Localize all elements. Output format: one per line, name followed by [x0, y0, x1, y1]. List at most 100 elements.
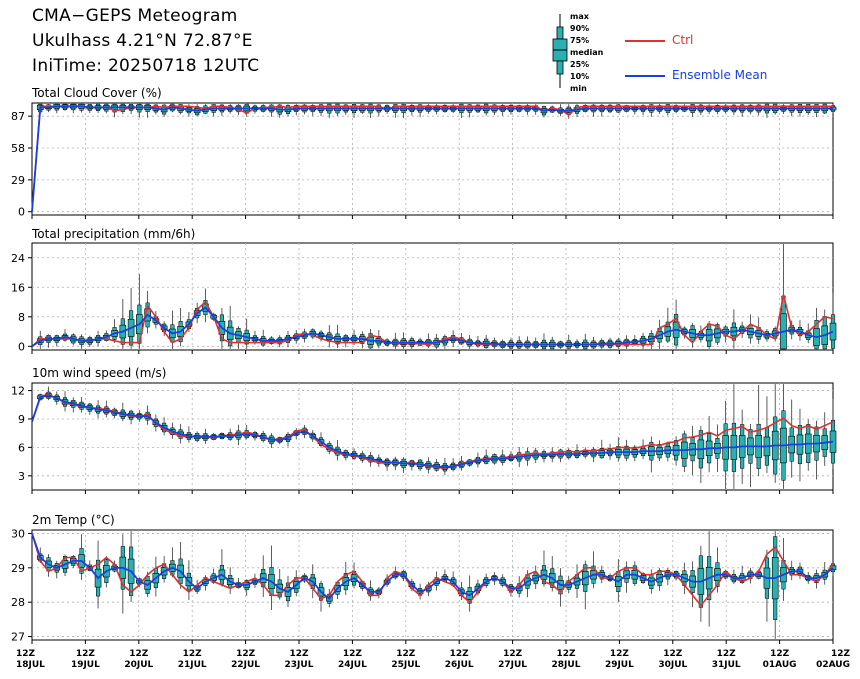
- x-tick-hour: 12Z: [183, 649, 203, 659]
- x-tick-hour: 12Z: [831, 649, 851, 659]
- ensemble-box: [681, 430, 688, 473]
- x-tick-hour: 12Z: [663, 649, 683, 659]
- y-tick-label: 0: [18, 340, 25, 353]
- ensemble-box: [218, 549, 226, 587]
- y-tick-label: 6: [18, 441, 25, 454]
- ensemble-box: [747, 423, 754, 488]
- y-tick-label: 24: [11, 252, 25, 265]
- ensemble-box: [821, 412, 829, 466]
- ensemble-box: [268, 545, 275, 611]
- x-tick-hour: 12Z: [503, 649, 523, 659]
- ensemble-box: [111, 319, 118, 344]
- ensemble-box: [235, 326, 242, 349]
- panel-2: Total precipitation (mm/6h) 0 8 16 24: [11, 227, 837, 354]
- ensemble-box: [540, 333, 548, 350]
- ensemble-box: [524, 336, 531, 349]
- ctrl-line: [31, 105, 833, 212]
- ensemble-box: [623, 439, 630, 462]
- x-tick-date: 02AUG: [816, 660, 850, 670]
- x-tick-date: 19JUL: [71, 660, 100, 670]
- legend-label-p90: 90%: [570, 24, 590, 33]
- x-tick-date: 20JUL: [124, 660, 153, 670]
- x-tick-date: 25JUL: [391, 660, 420, 670]
- header: CMA−GEPS Meteogram Ukulhass 4.21°N 72.87…: [0, 0, 860, 100]
- ensemble-box: [631, 561, 639, 587]
- x-tick-hour: 12Z: [129, 649, 149, 659]
- legend-label-p25: 25%: [570, 60, 590, 69]
- x-tick-hour: 12Z: [76, 649, 96, 659]
- x-tick-hour: 12Z: [450, 649, 470, 659]
- ensemble-box: [408, 459, 416, 471]
- y-tick-label: 87: [11, 110, 25, 123]
- ensemble-box: [548, 336, 556, 350]
- y-tick-label: 8: [18, 311, 25, 324]
- ensemble-box: [45, 386, 52, 401]
- ensemble-box: [94, 103, 102, 114]
- ensemble-box: [829, 292, 837, 349]
- ensemble-box: [78, 103, 85, 113]
- y-tick-label: 29: [11, 562, 25, 575]
- legend-label-min: min: [570, 84, 587, 93]
- ensemble-box: [334, 324, 341, 348]
- legend-label-max: max: [570, 12, 589, 21]
- ensemble-box: [689, 561, 696, 608]
- ensemble-box: [45, 334, 52, 348]
- ensemble-box: [614, 437, 622, 462]
- location-label: Ukulhass 4.21°N 72.87°E: [32, 31, 253, 51]
- ensemble-mean-line: [31, 394, 834, 469]
- ensemble-box: [53, 560, 61, 579]
- y-tick-label: 0: [18, 206, 25, 219]
- ctrl-line: [31, 393, 834, 470]
- ensemble-box: [61, 329, 69, 342]
- ensemble-box: [730, 384, 738, 489]
- legend-label-median: median: [570, 48, 604, 57]
- legend-label-p10: 10%: [570, 72, 590, 81]
- legend-ctrl-label: Ctrl: [672, 33, 694, 47]
- ensemble-box: [243, 318, 251, 349]
- ensemble-box: [697, 545, 705, 622]
- box-inner: [829, 322, 837, 341]
- ensemble-box: [590, 447, 597, 463]
- ensemble-box: [127, 287, 135, 349]
- ensemble-box: [557, 568, 564, 607]
- ensemble-box: [243, 103, 251, 117]
- init-time-label: IniTime: 20250718 12UTC: [32, 56, 260, 76]
- panel-title: Total precipitation (mm/6h): [31, 227, 195, 241]
- x-tick-hour: 12Z: [770, 649, 790, 659]
- ensemble-box: [507, 337, 515, 349]
- x-tick-hour: 12Z: [236, 649, 256, 659]
- y-tick-label: 30: [11, 527, 25, 540]
- ensemble-box: [730, 309, 738, 349]
- legend-box-lower: [556, 60, 564, 75]
- y-tick-label: 12: [11, 385, 25, 398]
- ensemble-box: [268, 104, 275, 117]
- ensemble-box: [557, 448, 564, 463]
- x-tick-hour: 12Z: [556, 649, 576, 659]
- x-tick-date: 01AUG: [763, 660, 797, 670]
- x-tick-date: 22JUL: [231, 660, 260, 670]
- ensemble-box: [342, 562, 350, 596]
- y-tick-label: 28: [11, 596, 25, 609]
- ensemble-box: [342, 333, 350, 348]
- ensemble-box: [813, 307, 820, 350]
- panel-1: Total Cloud Cover (%) 0 29 58 87: [11, 86, 837, 219]
- x-tick-hour: 12Z: [610, 649, 630, 659]
- panel-title: 2m Temp (°C): [32, 513, 115, 527]
- ensemble-box: [689, 426, 696, 476]
- ensemble-box: [136, 274, 143, 349]
- ensemble-box: [788, 399, 796, 478]
- ensemble-box: [482, 449, 490, 465]
- ensemble-box: [127, 104, 135, 115]
- x-tick-date: 31JUL: [712, 660, 741, 670]
- y-tick-label: 16: [11, 281, 25, 294]
- ensemble-box: [53, 334, 61, 347]
- x-tick-hour: 12Z: [289, 649, 309, 659]
- ctrl-line: [31, 533, 834, 607]
- x-tick-date: 24JUL: [338, 660, 367, 670]
- ctrl-line: [31, 294, 834, 347]
- ensemble-box: [780, 384, 787, 489]
- panel-frame: [31, 102, 834, 216]
- ensemble-box: [119, 534, 127, 614]
- ensemble-box: [136, 103, 143, 118]
- ensemble-box: [185, 426, 193, 443]
